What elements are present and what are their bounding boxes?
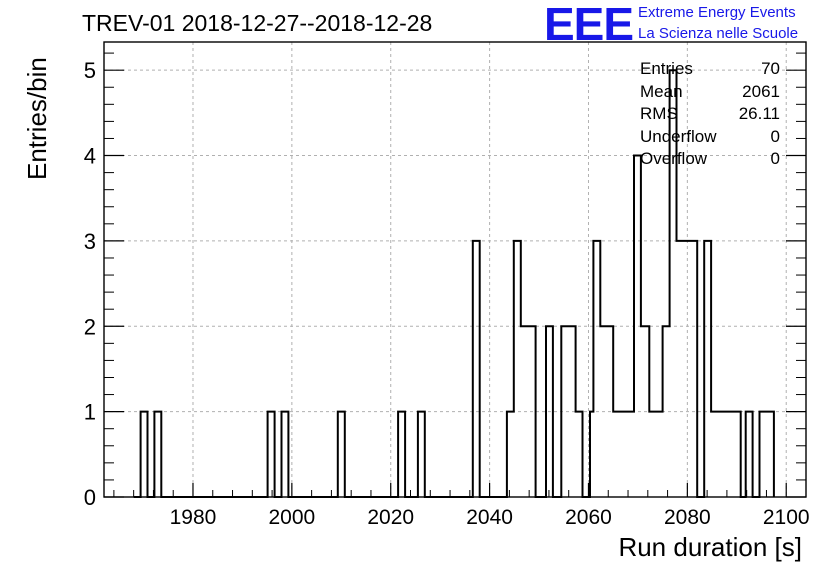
stats-label: Mean [640, 81, 683, 101]
y-tick-label: 0 [84, 485, 96, 510]
logo-line-2: La Scienza nelle Scuole [638, 25, 799, 42]
x-tick-label: 2100 [763, 506, 810, 529]
y-axis-label: Entries/bin [22, 57, 52, 180]
y-tick-label: 1 [84, 400, 96, 425]
stats-row-entries: Entries 70 [640, 58, 780, 81]
y-tick-label: 4 [84, 144, 96, 169]
stats-row-overflow: Overflow 0 [640, 148, 780, 171]
y-tick-label: 3 [84, 229, 96, 254]
y-tick-label: 5 [84, 58, 96, 83]
stats-value: 0 [770, 126, 780, 146]
axis-ticks [104, 52, 807, 498]
stats-row-underflow: Underflow 0 [640, 126, 780, 149]
x-tick-label: 2000 [268, 506, 315, 529]
x-tick-label: 2040 [466, 506, 513, 529]
stats-label: RMS [640, 104, 678, 123]
chart-title: TREV-01 2018-12-27--2018-12-28 [82, 10, 433, 36]
y-tick-label: 2 [84, 314, 96, 339]
eee-logo-mark: EEE [544, 0, 634, 50]
stats-box: Entries 70 Mean 2061 RMS 26.11 Underflow… [640, 58, 780, 171]
x-axis-label: Run duration [s] [618, 532, 802, 562]
stats-row-rms: RMS 26.11 [640, 103, 780, 126]
x-tick-label: 2020 [367, 506, 414, 529]
histogram-outline [133, 69, 775, 498]
logo-line-1: Extreme Energy Events [638, 4, 796, 21]
stats-row-mean: Mean 2061 [640, 81, 780, 104]
x-tick-label: 2080 [664, 506, 711, 529]
x-tick-label: 1980 [170, 506, 217, 529]
stats-label: Entries [640, 59, 693, 78]
stats-label: Overflow [640, 149, 708, 168]
tick-labels: 1980 2000 2020 2040 2060 2080 2100 0 1 2 3 4 5 [84, 58, 810, 529]
stats-value: 0 [770, 149, 780, 168]
stats-label: Underflow [640, 126, 717, 146]
stats-value: 2061 [742, 81, 780, 101]
x-tick-label: 2060 [565, 506, 612, 529]
stats-value: 70 [761, 59, 780, 78]
stats-value: 26.11 [738, 104, 780, 123]
